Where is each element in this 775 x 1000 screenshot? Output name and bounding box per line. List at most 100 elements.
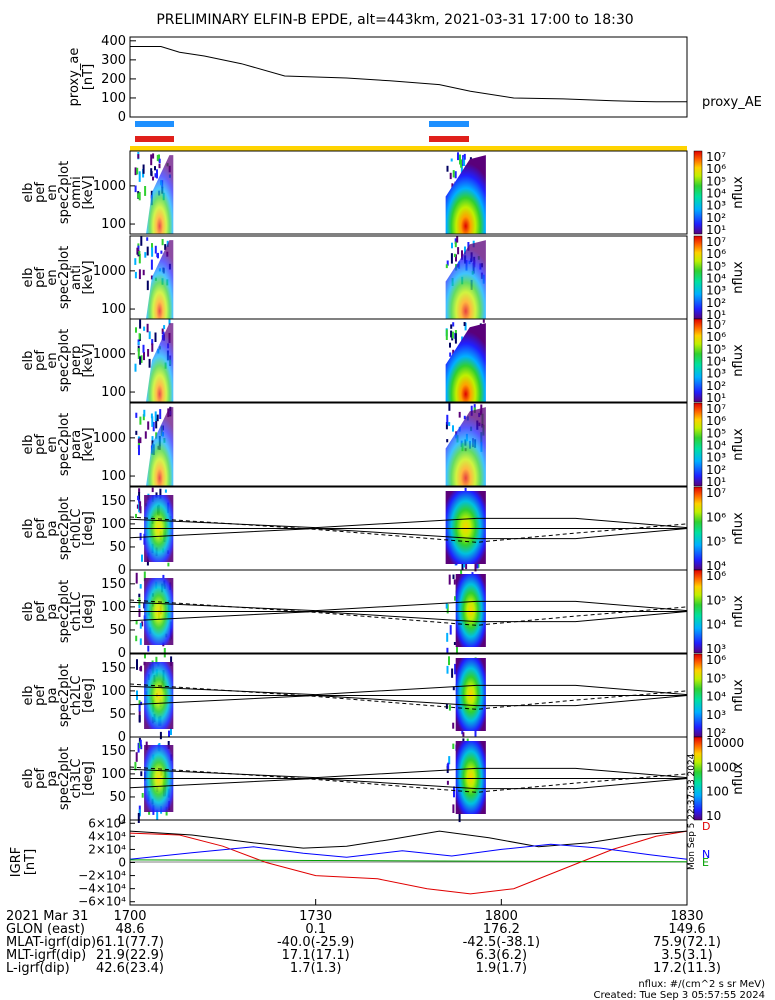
panel-ylabel: pef — [33, 182, 48, 203]
spectrum-pixel — [150, 168, 153, 176]
colorbar-label: nflux — [731, 176, 746, 209]
spectrum-pixel — [470, 405, 473, 416]
spectrum-pixel — [151, 343, 154, 352]
xtick-value: 149.6 — [668, 922, 705, 937]
panel-ylabel: elb — [21, 183, 36, 203]
spectrum-pixel — [446, 260, 449, 266]
spectrum-pixel — [138, 597, 141, 607]
proxy-ae-ylabel-1: proxy_ae — [67, 48, 82, 107]
row-label-mlt: MLT-igrf(dip) — [6, 948, 86, 963]
spectrum-pixel — [460, 159, 463, 168]
colorbar-tick-label: 10⁷ — [706, 318, 726, 332]
anti-loss-cone-line — [129, 610, 688, 623]
colorbar-label: nflux — [731, 762, 746, 795]
spectrum-pixel — [450, 330, 453, 338]
colorbar-label: nflux — [731, 512, 746, 545]
spectrum-pixel — [451, 331, 454, 339]
spectrum-pixel — [137, 742, 140, 753]
panel-ylabel: ch3LC — [69, 759, 84, 799]
spectrum-pixel — [140, 355, 143, 363]
spectrum-pixel — [135, 513, 137, 519]
footer-created: Created: Tue Sep 3 05:57:55 2024 — [594, 990, 766, 1000]
panel-0: 1000100elbpefenspec2plotomni[keV]10⁷10⁶1… — [21, 150, 746, 237]
spectrum-pixel — [454, 596, 456, 601]
spectrum-pixel — [156, 809, 159, 821]
spectrum-pixel — [168, 730, 170, 737]
spectrum-pixel — [156, 154, 159, 162]
spectrum-pixel — [454, 171, 457, 179]
spectrum-pixel — [139, 501, 142, 511]
panel-frame — [129, 235, 688, 320]
spectrum-pixel — [141, 793, 144, 798]
pitch-angle-flux-region-2 — [445, 491, 486, 564]
xtick-value: 6.3(6.2) — [476, 948, 528, 963]
igrf-line-E — [129, 859, 688, 863]
colorbar-tick-label: 10³ — [706, 451, 726, 465]
spectrum-pixel — [453, 642, 456, 645]
spectrum-pixel — [148, 331, 151, 340]
spectrum-pixel — [138, 192, 141, 201]
spectrum-pixel — [462, 732, 465, 737]
colorbar-tick-label: 10 — [706, 809, 721, 823]
spectrum-pixel — [155, 418, 158, 429]
xtick-value: 1.7(1.3) — [290, 961, 342, 976]
spectrum-flux-region-2 — [445, 323, 486, 402]
spectrum-pixel — [141, 621, 144, 627]
spectrum-pixel — [463, 156, 466, 166]
spectrum-pixel — [448, 656, 450, 666]
ytick-label: 50 — [109, 790, 126, 805]
spectrum-pixel — [161, 328, 164, 335]
colorbar — [693, 235, 703, 320]
xtick-value: 42.6(23.4) — [96, 961, 164, 976]
red-bar-1 — [135, 136, 174, 142]
panel-ylabel: pef — [33, 350, 48, 371]
panel-1: 1000100elbpefenspec2plotanti[keV]10⁷10⁶1… — [21, 235, 746, 322]
spectrum-flux-region-1 — [146, 155, 174, 234]
panel-ylabel: omni — [69, 176, 84, 208]
proxy-ae-yticks: 400 300 200 100 0 — [101, 34, 136, 125]
panel-ylabel: spec2plot — [57, 747, 72, 810]
spectrum-pixel — [456, 643, 458, 655]
loss-cone-line — [129, 517, 688, 529]
spectrum-pixel — [144, 431, 147, 439]
panel-ylabel: [deg] — [81, 678, 96, 713]
colorbar-tick-label: 10⁷ — [706, 150, 726, 164]
spectrum-pixel — [452, 574, 455, 580]
panel-ylabel: en — [45, 352, 60, 368]
panel-ylabel: en — [45, 436, 60, 452]
igrf-line-N — [129, 843, 688, 860]
xtick-value: 1700 — [113, 909, 146, 924]
blue-bar-1 — [135, 121, 174, 127]
spectrum-pixel — [450, 324, 453, 329]
spectrum-pixel — [151, 416, 154, 427]
spectrum-pixel — [155, 656, 158, 664]
spectrum-pixel — [143, 409, 146, 417]
spectrum-pixel — [146, 246, 149, 256]
x-axis-annotations: 2021 Mar 31 GLON (east) MLAT-igrf(dip) M… — [6, 899, 721, 976]
spectrum-pixel — [151, 339, 154, 346]
spectrum-pixel — [462, 738, 465, 743]
spectrum-pixel — [135, 430, 138, 435]
panel-ylabel: [deg] — [81, 761, 96, 796]
spectrum-pixel — [465, 563, 468, 570]
spectrum-pixel — [452, 686, 455, 691]
spectrum-pixel — [136, 504, 139, 509]
spectrum-pixel — [138, 269, 141, 280]
colorbar-tick-label: 10¹ — [706, 475, 726, 489]
colorbar — [693, 569, 703, 654]
ytick-label: 50 — [109, 540, 126, 555]
anti-loss-cone-line — [129, 527, 688, 540]
spectrum-pixel — [150, 413, 153, 419]
spectrum-pixel — [446, 439, 449, 443]
spectrum-pixel — [143, 326, 146, 331]
spectrum-pixel — [137, 154, 140, 159]
spectrum-pixel — [146, 237, 149, 241]
ytick-label: 100 — [101, 217, 126, 232]
panel-2: 1000100elbpefenspec2plotperp[keV]10⁷10⁶1… — [21, 318, 746, 405]
colorbar-tick-label: 10⁶ — [706, 330, 726, 344]
spectrum-pixel — [451, 242, 453, 249]
proxy-ae-line — [130, 46, 687, 103]
spectrum-pixel — [138, 809, 141, 817]
colorbar-tick-label: 10⁴ — [706, 272, 726, 286]
spectrum-pixel — [139, 584, 142, 589]
